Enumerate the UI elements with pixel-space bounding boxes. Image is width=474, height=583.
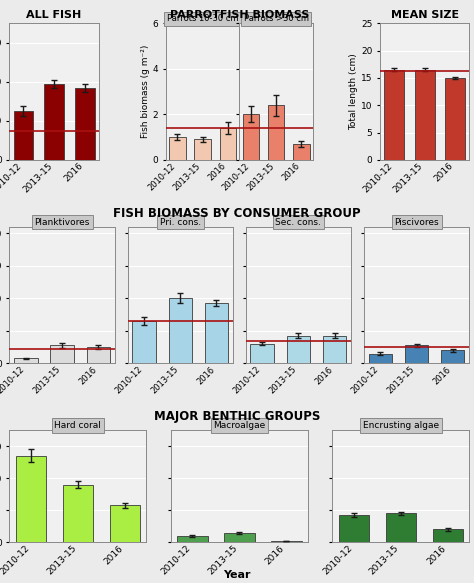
Bar (293, 144, 310, 160)
Bar (44, 84, 64, 160)
Bar (415, 70, 435, 160)
Text: PARROTFISH BIOMASS: PARROTFISH BIOMASS (170, 10, 309, 20)
Bar (109, 505, 140, 542)
Text: Macroalgae: Macroalgae (213, 421, 265, 430)
Bar (384, 70, 404, 160)
Bar (446, 78, 465, 160)
Bar (75, 87, 94, 160)
Bar (87, 347, 110, 363)
Bar (250, 344, 274, 363)
Text: FISH BIOMASS BY CONSUMER GROUP: FISH BIOMASS BY CONSUMER GROUP (113, 207, 361, 220)
Bar (16, 456, 46, 542)
Bar (243, 114, 259, 160)
Text: Hard coral: Hard coral (55, 421, 101, 430)
Title: ALL FISH: ALL FISH (27, 10, 82, 20)
Bar (369, 354, 392, 363)
Bar (194, 139, 211, 160)
Title: MEAN SIZE: MEAN SIZE (391, 10, 459, 20)
Bar (50, 346, 74, 363)
Bar (385, 514, 416, 542)
Y-axis label: Total length (cm): Total length (cm) (349, 53, 358, 130)
Y-axis label: Fish biomass (g m⁻²): Fish biomass (g m⁻²) (141, 45, 150, 138)
Bar (219, 128, 236, 160)
Bar (271, 541, 301, 542)
Bar (205, 303, 228, 363)
Text: MAJOR BENTHIC GROUPS: MAJOR BENTHIC GROUPS (154, 410, 320, 423)
Bar (224, 533, 255, 542)
Text: Sec. cons.: Sec. cons. (275, 217, 321, 227)
Bar (405, 346, 428, 363)
Text: Parrots >30 cm: Parrots >30 cm (244, 15, 309, 23)
Bar (169, 137, 186, 160)
Text: Piscivores: Piscivores (394, 217, 439, 227)
Text: Parrots 10-30 cm: Parrots 10-30 cm (167, 15, 238, 23)
Bar (169, 298, 192, 363)
Bar (132, 321, 156, 363)
Text: Planktivores: Planktivores (35, 217, 90, 227)
Bar (338, 515, 369, 542)
Bar (287, 336, 310, 363)
Text: Encrusting algae: Encrusting algae (363, 421, 439, 430)
Bar (441, 350, 465, 363)
Bar (63, 484, 93, 542)
Bar (268, 106, 284, 160)
Text: Pri. cons.: Pri. cons. (160, 217, 201, 227)
Text: Year: Year (223, 570, 251, 580)
Bar (14, 359, 38, 363)
Bar (433, 529, 463, 542)
Bar (14, 111, 33, 160)
Bar (177, 536, 208, 542)
Bar (323, 336, 346, 363)
